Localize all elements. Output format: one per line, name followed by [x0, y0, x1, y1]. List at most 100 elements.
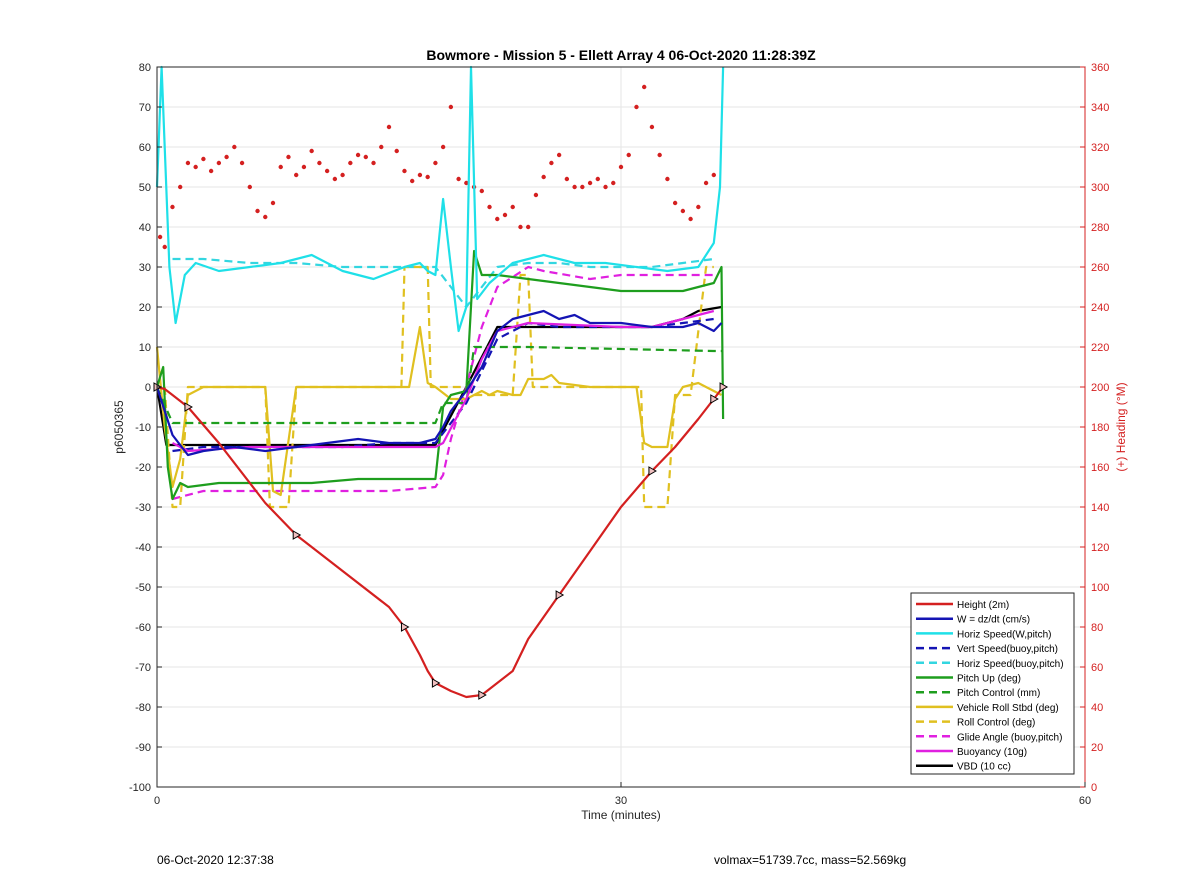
heading-point	[224, 154, 229, 160]
y2-tick-label: 260	[1091, 262, 1109, 274]
heading-point	[193, 164, 198, 170]
heading-point	[294, 172, 299, 178]
plot-area	[153, 65, 729, 700]
heading-point	[510, 204, 515, 210]
y2-tick-label: 340	[1091, 102, 1109, 114]
heading-point	[157, 234, 163, 240]
footer-volmax-mass: volmax=51739.7cc, mass=52.569kg	[714, 853, 907, 867]
x-axis-ticks: 0 30 60	[154, 782, 1091, 807]
y2-tick-label: 320	[1091, 142, 1109, 154]
y2-tick-label: 300	[1091, 182, 1109, 194]
heading-point	[657, 152, 662, 158]
y2-tick-label: 360	[1091, 62, 1109, 74]
heading-point	[464, 180, 469, 186]
y2-axis-ticks: 3603403203002802602402202001801601401201…	[1080, 62, 1109, 794]
heading-point	[541, 174, 546, 180]
heading-point	[208, 168, 214, 174]
heading-point	[549, 160, 554, 166]
y-tick-label: 70	[139, 102, 151, 114]
heading-point	[711, 172, 716, 178]
legend-label: Vert Speed(buoy,pitch)	[957, 644, 1058, 655]
heading-point	[487, 204, 492, 210]
height-2m-marker	[648, 466, 657, 476]
heading-point	[185, 160, 191, 166]
heading-point	[340, 172, 345, 178]
heading-point	[672, 200, 678, 206]
heading-point	[379, 144, 384, 150]
heading-point	[456, 176, 461, 182]
legend-label: Glide Angle (buoy,pitch)	[957, 732, 1062, 743]
height-2m-marker	[184, 402, 193, 412]
y-tick-label: -60	[135, 622, 151, 634]
y-tick-label: 10	[139, 342, 151, 354]
y-tick-label: -20	[135, 462, 151, 474]
heading-point	[162, 244, 167, 250]
y2-tick-label: 140	[1091, 502, 1109, 514]
y2-tick-label: 0	[1091, 782, 1097, 794]
heading-point	[332, 176, 338, 182]
glide-angle-buoy-pitch-line	[172, 265, 714, 501]
legend-label: W = dz/dt (cm/s)	[957, 615, 1030, 626]
heading-point	[386, 124, 392, 130]
heading-point	[433, 160, 438, 166]
heading-point	[317, 160, 322, 166]
heading-point	[301, 164, 307, 170]
heading-point	[402, 168, 407, 174]
heading-point	[696, 204, 701, 210]
heading-point	[603, 184, 608, 190]
heading-point	[595, 176, 600, 182]
heading-point	[688, 216, 693, 222]
height-2m-marker	[478, 690, 487, 700]
y-tick-label: 40	[139, 222, 151, 234]
footer-timestamp: 06-Oct-2020 12:37:38	[157, 853, 274, 867]
heading-point	[201, 156, 206, 162]
heading-point	[216, 160, 222, 166]
pitch-up-deg-line	[155, 249, 725, 501]
legend-label: Roll Control (deg)	[957, 718, 1035, 729]
height-2m-marker	[292, 530, 302, 540]
heading-point	[502, 212, 508, 218]
heading-point	[286, 154, 291, 160]
y2-tick-label: 180	[1091, 422, 1109, 434]
heading-point	[680, 208, 686, 214]
heading-point	[642, 84, 647, 90]
heading-point	[371, 160, 376, 166]
y2-tick-label: 280	[1091, 222, 1109, 234]
heading-point	[348, 160, 353, 166]
height-2m-marker	[400, 622, 410, 632]
heading-point	[255, 208, 260, 214]
legend-label: Horiz Speed(W,pitch)	[957, 629, 1051, 640]
y-tick-label: -40	[135, 542, 151, 554]
x-tick-label: 60	[1079, 795, 1091, 807]
x-tick-label: 0	[154, 795, 160, 807]
legend-label: Buoyancy (10g)	[957, 747, 1027, 758]
y-axis-ticks: 80 70 60 50 40 30 20 10 0 -10 -20 -30 -40 -50 -60 -70 -8…	[129, 62, 162, 794]
heading-point	[564, 176, 570, 182]
heading-point	[526, 224, 531, 230]
heading-point	[425, 174, 430, 180]
y-tick-label: 80	[139, 62, 151, 74]
y-tick-label: 50	[139, 182, 151, 194]
heading-point	[618, 164, 624, 170]
heading-point	[309, 148, 314, 154]
heading-point	[611, 180, 616, 186]
vbd-10-cc-line	[155, 305, 722, 447]
heading-point	[355, 152, 361, 158]
legend-label: VBD (10 cc)	[957, 762, 1011, 773]
height-2m-marker	[555, 590, 565, 600]
y-tick-label: 60	[139, 142, 151, 154]
y2-axis-label: (+) Heading (°M)	[1114, 382, 1128, 471]
legend-box	[910, 592, 1075, 775]
height-2m-line	[156, 385, 724, 699]
heading-point	[278, 164, 283, 170]
y2-tick-label: 80	[1091, 622, 1103, 634]
y2-tick-label: 200	[1091, 382, 1109, 394]
heading-point	[703, 180, 709, 186]
y-tick-label: -50	[135, 582, 151, 594]
heading-point	[479, 188, 484, 194]
pitch-control-mm-line	[155, 345, 722, 425]
x-tick-label: 30	[615, 795, 627, 807]
heading-point	[263, 214, 268, 220]
heading-point	[239, 160, 245, 166]
